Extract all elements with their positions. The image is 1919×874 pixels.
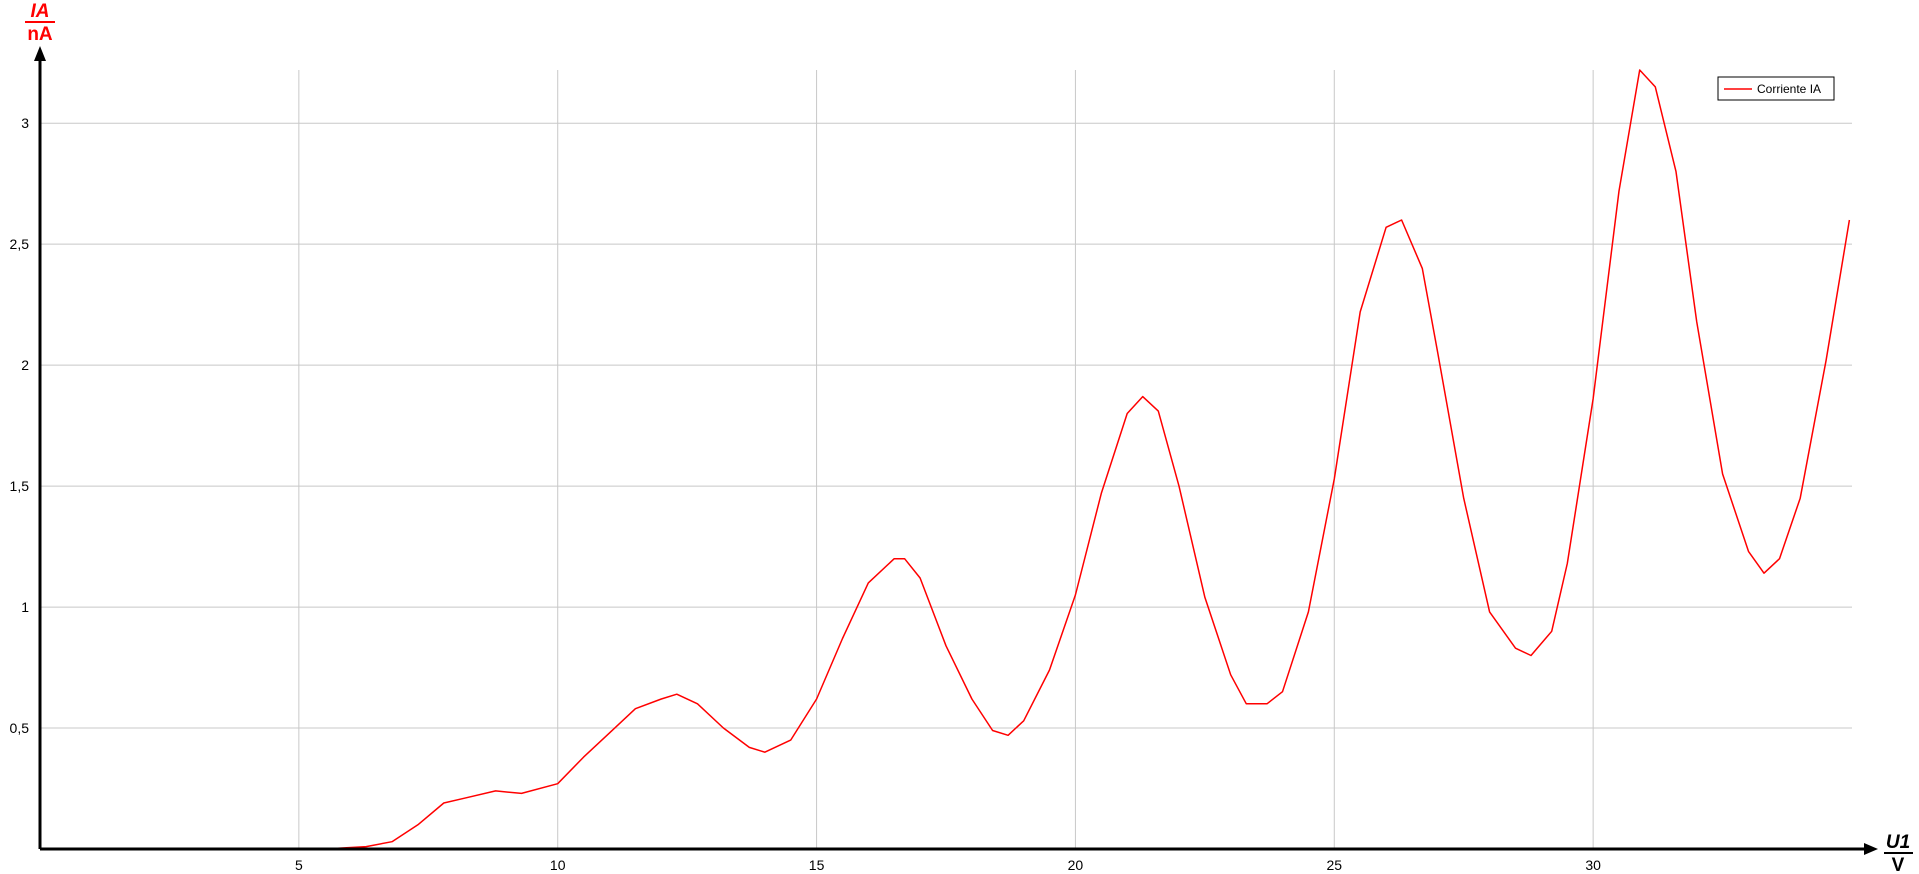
legend: Corriente IA	[1717, 76, 1835, 101]
tick-labels: 5 10 15 20 25 30 0,5 1 1,5 2 2,5 3	[10, 115, 1602, 873]
y-tick-label: 3	[21, 115, 29, 131]
y-tick-label: 0,5	[10, 720, 30, 736]
y-tick-label: 2	[21, 357, 29, 373]
x-axis-unit: V	[1892, 855, 1905, 874]
x-tick-label: 10	[550, 857, 566, 873]
x-tick-label: 30	[1585, 857, 1601, 873]
y-axis-unit: nA	[27, 24, 53, 45]
legend-entry-label: Corriente IA	[1757, 82, 1821, 96]
series-line-corriente-ia	[40, 69, 1851, 850]
x-tick-label: 15	[809, 857, 825, 873]
x-tick-label: 25	[1326, 857, 1342, 873]
y-tick-label: 1,5	[10, 478, 30, 494]
x-axis-label: U1 V	[1884, 832, 1913, 874]
axes	[34, 46, 1878, 855]
y-axis-label: IA nA	[25, 1, 55, 45]
series-layer	[40, 69, 1851, 850]
y-axis-variable: IA	[31, 1, 50, 22]
x-tick-label: 5	[295, 857, 303, 873]
x-tick-label: 20	[1068, 857, 1084, 873]
y-axis-arrow-icon	[34, 46, 46, 61]
grid-lines	[40, 70, 1852, 849]
x-axis-arrow-icon	[1864, 843, 1878, 855]
y-tick-label: 1	[21, 599, 29, 615]
x-axis-variable: U1	[1886, 832, 1910, 853]
legend-box	[1717, 76, 1835, 101]
y-tick-label: 2,5	[10, 236, 30, 252]
